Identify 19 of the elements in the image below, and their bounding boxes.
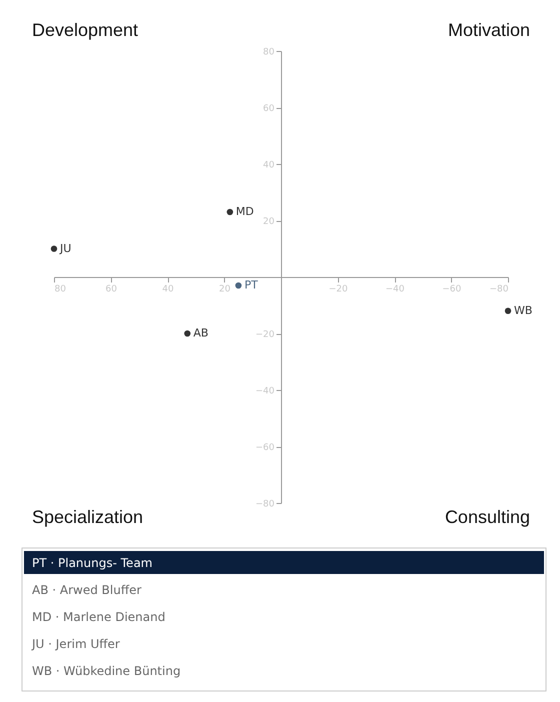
text: MD · Marlene Dienand xyxy=(32,610,166,624)
series-label: JU xyxy=(59,242,72,255)
point xyxy=(184,330,191,337)
text: JU · Jerim Uffer xyxy=(31,637,120,651)
text: AB · Arwed Bluffer xyxy=(32,583,142,597)
text: Specialization xyxy=(32,507,144,527)
series-label: MD xyxy=(236,205,254,218)
text: PT · Planungs- Team xyxy=(32,556,152,570)
series-label: AB xyxy=(193,326,208,340)
text: Consulting xyxy=(444,507,530,527)
point xyxy=(226,208,234,216)
series-label: WB xyxy=(514,304,532,317)
point xyxy=(504,308,512,314)
text: WB · Wübkedine Bünting xyxy=(32,664,181,678)
series-label: PT xyxy=(244,278,258,292)
text: Development xyxy=(32,20,138,40)
text: Motivation xyxy=(448,20,530,40)
point xyxy=(50,246,58,252)
point xyxy=(235,282,242,289)
